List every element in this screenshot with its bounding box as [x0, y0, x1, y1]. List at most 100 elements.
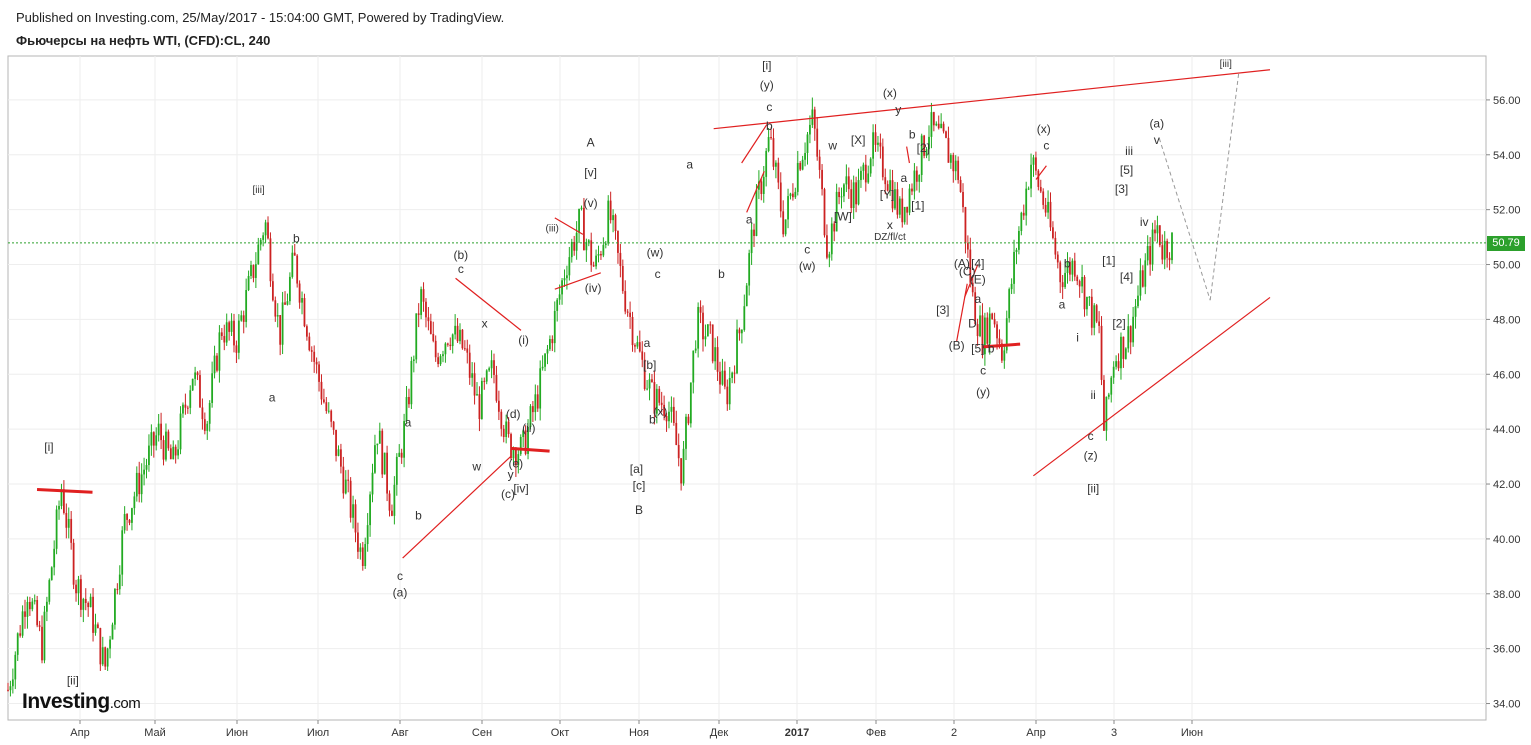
- wave-label: a: [644, 336, 651, 350]
- candle-body: [728, 377, 731, 405]
- candle-body: [393, 484, 396, 516]
- y-tick-label: 54.00: [1493, 150, 1521, 162]
- candle-body: [323, 399, 325, 403]
- candle-body: [182, 404, 184, 414]
- candle-body: [420, 289, 423, 315]
- candle-body: [1086, 297, 1088, 310]
- candle-body: [877, 142, 879, 145]
- x-axis: Апр Май Июн Июл Авг Сен Окт Ноя Дек 2017 Фев 2 Апр 3 И…: [70, 720, 1203, 739]
- wave-label: w: [827, 138, 837, 152]
- candle-body: [332, 421, 335, 430]
- candle-body: [490, 360, 493, 369]
- wave-label: [5]: [971, 341, 984, 355]
- wave-label: b: [1064, 256, 1071, 270]
- candle-body: [451, 334, 454, 347]
- candle-body: [529, 406, 532, 428]
- candle-body: [502, 428, 505, 437]
- candle-body: [954, 160, 957, 172]
- candle-body: [174, 446, 177, 456]
- candle-body: [762, 176, 765, 194]
- candle-body: [519, 436, 522, 455]
- wave-label: a: [686, 157, 693, 171]
- candle-body: [67, 518, 70, 528]
- candle-body: [896, 189, 899, 215]
- candle-body: [770, 137, 772, 139]
- candle-body: [806, 134, 809, 154]
- candle-body: [55, 509, 58, 549]
- wave-label: b: [293, 232, 300, 246]
- wave-label: DZ/fl/ct: [874, 232, 906, 243]
- candle-body: [286, 301, 289, 305]
- candle-body: [818, 156, 821, 170]
- candle-body: [527, 427, 529, 454]
- x-tick-label: 2: [951, 727, 957, 739]
- candle-body: [789, 193, 792, 197]
- candle-body: [24, 611, 26, 617]
- wave-label: B: [635, 503, 643, 517]
- candle-body: [1166, 240, 1169, 258]
- candle-body: [442, 354, 444, 357]
- candle-body: [894, 189, 896, 209]
- wave-trendline: [455, 277, 522, 331]
- candle-body: [1124, 348, 1127, 359]
- candle-body: [811, 109, 814, 125]
- candle-body: [745, 285, 748, 307]
- candle-body: [167, 431, 170, 449]
- candle-body: [750, 229, 753, 254]
- candle-body: [434, 340, 437, 358]
- candle-body: [612, 215, 614, 221]
- x-tick-label: Сен: [472, 727, 492, 739]
- candle-body: [405, 397, 408, 422]
- wave-label: y: [895, 103, 901, 117]
- candle-body: [412, 359, 415, 361]
- candle-body: [1115, 361, 1118, 367]
- candle-body: [1163, 240, 1166, 260]
- y-tick-label: 44.00: [1493, 424, 1521, 436]
- candle-body: [692, 350, 695, 383]
- wave-label: c: [655, 267, 661, 281]
- candle-body: [284, 302, 286, 305]
- candle-body: [43, 611, 46, 661]
- x-tick-label: Ноя: [629, 727, 649, 739]
- candle-body: [821, 169, 823, 190]
- candle-body: [736, 329, 738, 374]
- candle-body: [981, 315, 984, 355]
- candle-body: [1013, 251, 1015, 284]
- x-tick-label: Фев: [866, 727, 886, 739]
- candle-body: [976, 324, 979, 337]
- candle-body: [269, 238, 272, 282]
- candle-body: [165, 431, 167, 460]
- wave-label: i: [1076, 330, 1079, 344]
- candle-body: [755, 189, 758, 236]
- candle-body: [315, 361, 318, 365]
- candle-body: [867, 173, 870, 183]
- candle-body: [1078, 281, 1081, 287]
- candle-body: [748, 253, 751, 286]
- wave-label: a: [901, 171, 908, 185]
- wave-label: c: [980, 363, 986, 377]
- candle-body: [860, 170, 862, 181]
- y-tick-label: 56.00: [1493, 95, 1521, 107]
- current-price-badge: 50.79: [1487, 236, 1525, 251]
- wave-label: [5]: [1120, 163, 1133, 177]
- wave-label: [2]: [1112, 317, 1125, 331]
- candle-body: [942, 123, 945, 132]
- wave-label: D: [968, 317, 977, 331]
- candle-body: [685, 416, 687, 449]
- candle-body: [220, 332, 223, 337]
- candle-body: [801, 159, 804, 170]
- wave-label: (y): [760, 78, 774, 92]
- wave-label: b: [649, 413, 656, 427]
- candle-body: [62, 489, 65, 513]
- wave-label: [4]: [1120, 270, 1133, 284]
- candle-body: [665, 416, 668, 422]
- candle-body: [660, 402, 663, 405]
- candle-body: [1071, 260, 1074, 275]
- candle-body: [160, 423, 162, 441]
- candle-body: [1151, 229, 1154, 265]
- candle-body: [757, 181, 760, 190]
- candle-body: [72, 542, 75, 585]
- candle-body: [738, 329, 741, 334]
- candle-body: [471, 373, 474, 378]
